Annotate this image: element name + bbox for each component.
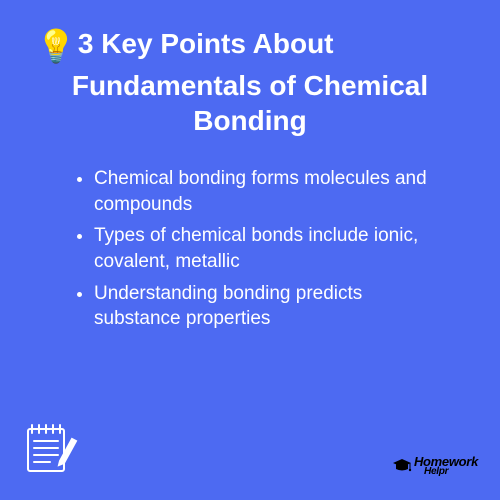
key-points-list: Chemical bonding forms molecules and com… <box>36 166 464 332</box>
lightbulb-icon: 💡 <box>36 30 76 62</box>
notepad-svg <box>20 415 82 477</box>
notepad-icon <box>20 415 82 482</box>
list-item: Chemical bonding forms molecules and com… <box>94 166 454 217</box>
title-line2: Fundamentals of Chemical Bonding <box>36 68 464 138</box>
title-line1: 3 Key Points About <box>78 28 334 60</box>
graduation-cap-icon <box>392 458 412 474</box>
infographic-card: 💡 3 Key Points About Fundamentals of Che… <box>0 0 500 500</box>
header: 💡 3 Key Points About <box>36 28 464 62</box>
list-item: Understanding bonding predicts substance… <box>94 281 454 332</box>
homework-helpr-logo: Homework Helpr <box>392 456 478 476</box>
list-item: Types of chemical bonds include ionic, c… <box>94 223 454 274</box>
logo-text: Homework Helpr <box>414 456 478 476</box>
